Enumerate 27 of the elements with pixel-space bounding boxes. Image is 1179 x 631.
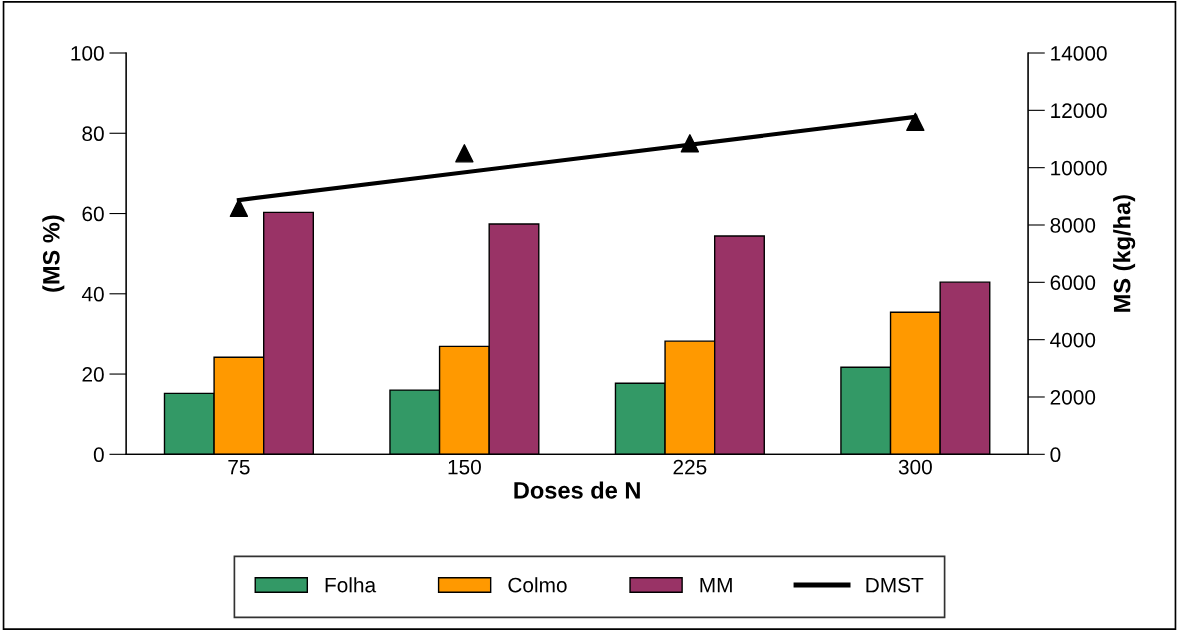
- y2-tick-label: 4000: [1050, 332, 1096, 348]
- y2-tick-label: 12000: [1051, 103, 1107, 119]
- legend-label: MM: [700, 577, 732, 593]
- point: [455, 144, 474, 163]
- y2-tick-label: 14000: [1051, 46, 1107, 61]
- y-tick-label: 20: [82, 367, 104, 382]
- y-axis-title: (MS %): [42, 215, 65, 292]
- y-tick-label: 80: [82, 126, 104, 142]
- y2-tick-label: 2000: [1050, 389, 1096, 405]
- point: [906, 112, 925, 132]
- y-tick-label: 0: [93, 447, 104, 463]
- y-tick-label: 60: [82, 206, 104, 222]
- x-tick-label: 225: [673, 459, 707, 475]
- legend-label: Folha: [325, 577, 377, 593]
- y2-tick-label: 10000: [1051, 160, 1107, 176]
- y2-tick-label: 8000: [1050, 218, 1096, 233]
- y2-tick-label: 0: [1050, 447, 1061, 463]
- y-tick-label: 100: [71, 46, 104, 61]
- legend-label: DMST: [866, 577, 924, 593]
- x-tick-label: 75: [228, 459, 250, 475]
- y2-tick-label: 6000: [1050, 275, 1096, 291]
- y2-axis-title: MS (kg/ha): [1113, 195, 1136, 312]
- legend-label: Colmo: [508, 577, 567, 593]
- x-axis-title: Doses de N: [514, 481, 640, 499]
- y-tick-label: 40: [81, 286, 104, 302]
- x-tick-label: 150: [448, 459, 481, 475]
- x-tick-label: 300: [898, 459, 932, 475]
